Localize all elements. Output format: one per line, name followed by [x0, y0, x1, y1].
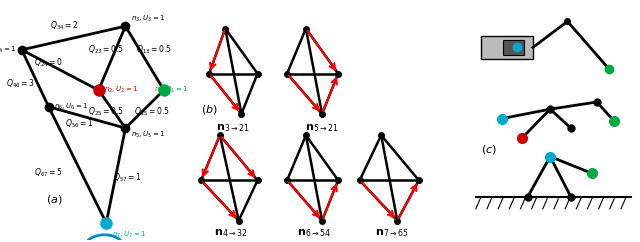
Text: $Q_{57}=1$: $Q_{57}=1$: [113, 172, 141, 184]
Text: $Q_{67}=5$: $Q_{67}=5$: [35, 167, 63, 179]
Text: $n_3, U_3=1$: $n_3, U_3=1$: [131, 14, 165, 24]
FancyBboxPatch shape: [481, 36, 533, 59]
Text: $Q_{23}=0.5$: $Q_{23}=0.5$: [88, 44, 124, 56]
Text: $n_4, U_4=1$: $n_4, U_4=1$: [0, 45, 16, 55]
Text: $\mathbf{n}_{4\rightarrow 32}$: $\mathbf{n}_{4\rightarrow 32}$: [214, 227, 248, 239]
Text: $n_5, U_5=1$: $n_5, U_5=1$: [131, 130, 165, 140]
Text: $n_2, U_2=1$: $n_2, U_2=1$: [104, 85, 138, 95]
Text: $Q_{34}=2$: $Q_{34}=2$: [50, 20, 78, 32]
Text: $\mathbf{n}_{7\rightarrow 65}$: $\mathbf{n}_{7\rightarrow 65}$: [375, 227, 409, 239]
Text: $(c)$: $(c)$: [481, 143, 497, 156]
Text: $Q_{56}=1$: $Q_{56}=1$: [65, 117, 93, 130]
Text: $Q_{24}=0$: $Q_{24}=0$: [35, 57, 63, 69]
Text: $Q_{25}=0.5$: $Q_{25}=0.5$: [88, 105, 124, 118]
Text: $Q_{13}=0.5$: $Q_{13}=0.5$: [136, 44, 172, 56]
Text: $n_7, U_7=1$: $n_7, U_7=1$: [112, 230, 146, 240]
Text: $\mathbf{n}_{5\rightarrow 21}$: $\mathbf{n}_{5\rightarrow 21}$: [305, 122, 339, 134]
FancyBboxPatch shape: [504, 40, 524, 55]
Text: $(b)$: $(b)$: [201, 103, 218, 116]
Text: $n_1, U_1=1$: $n_1, U_1=1$: [154, 85, 188, 95]
Text: $n_6, U_6=1$: $n_6, U_6=1$: [54, 102, 88, 112]
Text: $\mathbf{n}_{6\rightarrow 54}$: $\mathbf{n}_{6\rightarrow 54}$: [297, 227, 331, 239]
Text: $\mathbf{n}_{3\rightarrow 21}$: $\mathbf{n}_{3\rightarrow 21}$: [216, 122, 250, 134]
Text: $Q_{46}=3$: $Q_{46}=3$: [6, 78, 34, 91]
Text: $Q_{15}=0.5$: $Q_{15}=0.5$: [134, 105, 170, 118]
Text: $(a)$: $(a)$: [46, 193, 63, 206]
